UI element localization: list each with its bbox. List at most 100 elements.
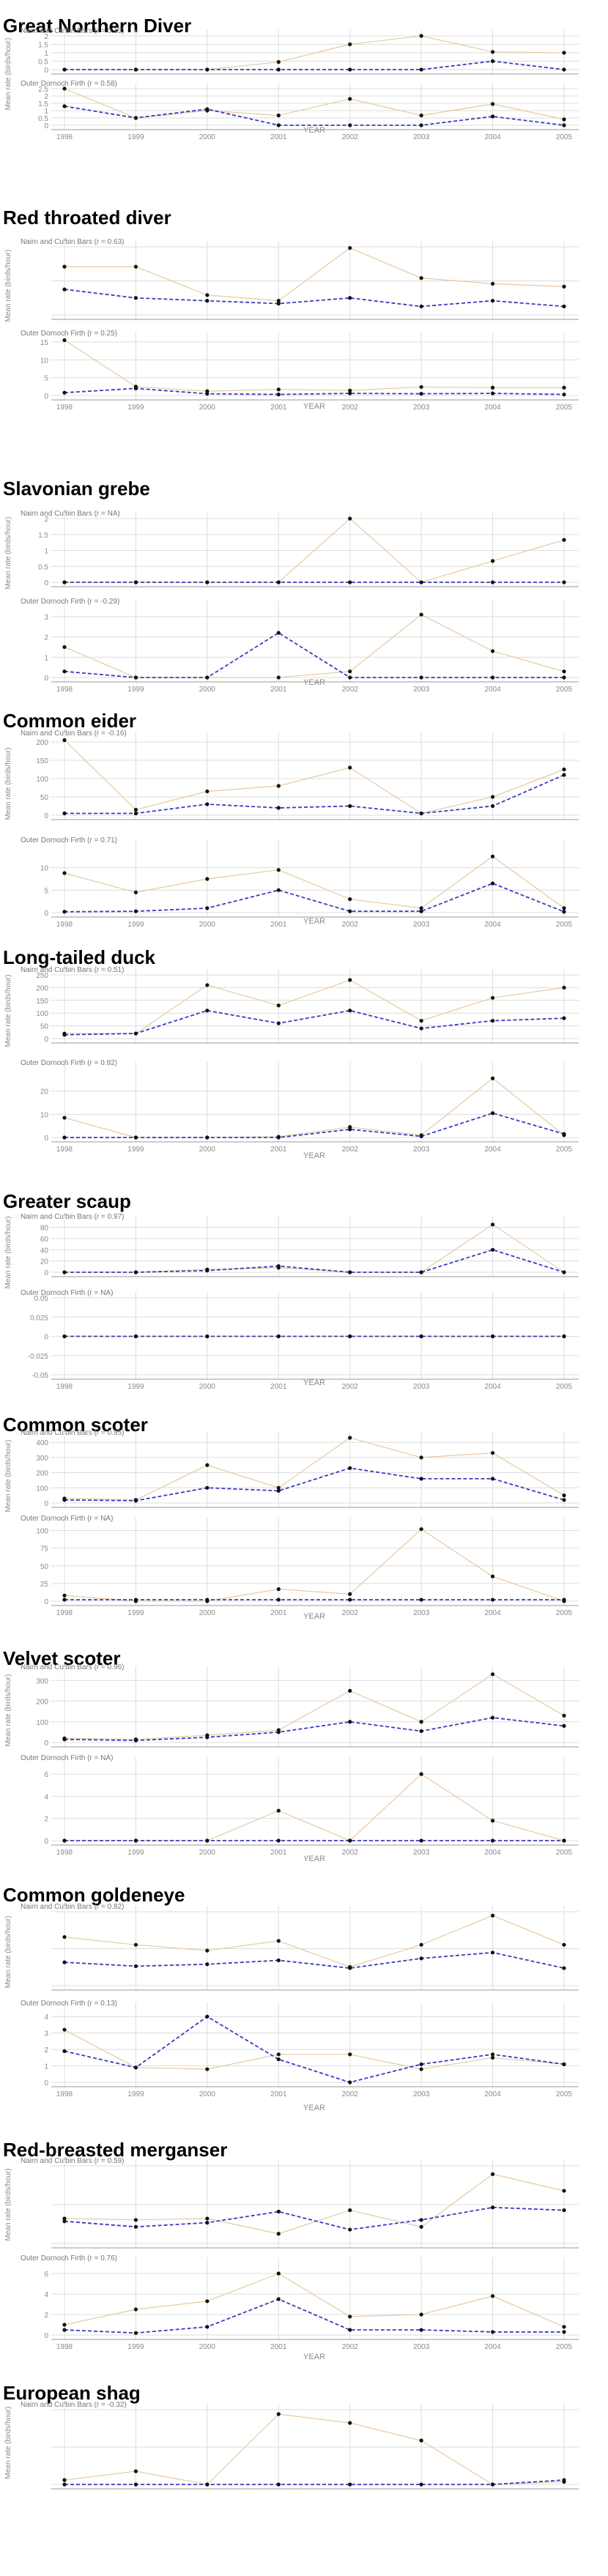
x-tick-label: 2005	[556, 2343, 573, 2351]
y-tick-label: 150	[36, 757, 48, 765]
data-point	[419, 1527, 423, 1532]
data-point	[348, 97, 352, 101]
data-point	[205, 1009, 210, 1013]
data-point	[276, 1488, 281, 1493]
panel-label: Nairn and Culbin Bars (r = 0.96)	[21, 1663, 124, 1671]
panel-label: Outer Dornoch Firth (r = 0.13)	[21, 2000, 117, 2008]
x-tick-label: 2001	[270, 2343, 287, 2351]
data-point	[133, 675, 138, 680]
data-point	[62, 1033, 67, 1037]
data-point	[562, 538, 566, 542]
y-tick-label: 3	[44, 614, 48, 622]
data-point	[205, 1597, 210, 1602]
data-point	[205, 299, 210, 303]
data-point	[562, 284, 566, 289]
data-point	[490, 649, 495, 653]
y-tick-label: 100	[36, 776, 48, 784]
x-tick-label: 2001	[270, 686, 287, 694]
data-point	[490, 559, 495, 563]
x-tick-label: 1998	[56, 133, 73, 141]
x-tick-label: 2002	[342, 133, 359, 141]
data-point	[419, 906, 423, 910]
data-point	[348, 909, 352, 913]
data-point	[205, 2014, 210, 2019]
data-point	[276, 1334, 281, 1339]
data-point	[276, 1135, 281, 1140]
panel-label: Nairn and Culbin Bars (r = 0.97)	[21, 1213, 124, 1221]
x-tick-label: 2002	[342, 2343, 359, 2351]
data-point	[348, 1592, 352, 1596]
data-point	[348, 978, 352, 982]
y-tick-label: 1	[44, 108, 48, 116]
data-point	[348, 2208, 352, 2213]
data-point	[348, 1270, 352, 1274]
data-point	[348, 803, 352, 809]
data-point	[348, 2227, 352, 2232]
data-point	[419, 304, 423, 308]
panel-label: Nairn and Culbin Bars (r = 0.95)	[21, 1429, 124, 1437]
data-point	[276, 2057, 281, 2062]
data-point	[419, 2218, 423, 2222]
data-point	[562, 1838, 566, 1843]
y-tick-label: 50	[40, 1563, 49, 1571]
series-line-solid	[64, 855, 565, 909]
y-tick-label: 4	[44, 2013, 48, 2022]
series-line-dashed	[64, 1112, 565, 1138]
y-tick-label: 1	[44, 2063, 48, 2071]
y-tick-label: 0	[44, 122, 48, 130]
y-tick-label: 0	[44, 910, 48, 918]
data-point	[490, 385, 495, 390]
y-tick-label: 2	[44, 516, 48, 524]
data-point	[419, 2067, 423, 2071]
y-tick-label: 100	[36, 1528, 48, 1536]
y-tick-label: 50	[40, 1023, 49, 1031]
x-axis-label: YEAR	[303, 1151, 325, 1160]
data-point	[133, 890, 138, 894]
data-point	[562, 1334, 566, 1339]
data-point	[133, 1942, 138, 1947]
data-point	[562, 2208, 566, 2213]
x-tick-label: 1999	[127, 1849, 144, 1857]
data-point	[133, 580, 138, 584]
y-tick-label: 75	[40, 1545, 49, 1554]
series-line-dashed	[64, 2206, 565, 2231]
series-line-dashed	[64, 883, 565, 913]
data-point	[348, 67, 352, 72]
data-point	[490, 1838, 495, 1843]
data-point	[133, 2331, 138, 2335]
y-tick-label: 25	[40, 1581, 49, 1589]
x-tick-label: 2005	[556, 686, 573, 694]
series-line-dashed	[64, 60, 565, 70]
data-point	[133, 2469, 138, 2473]
x-tick-label: 2000	[199, 404, 216, 412]
data-point	[205, 1962, 210, 1967]
x-tick-label: 2001	[270, 133, 287, 141]
series-line-dashed	[64, 2016, 565, 2083]
x-tick-label: 2003	[413, 921, 430, 929]
x-tick-label: 2004	[484, 404, 501, 412]
y-tick-label: 0	[44, 1740, 48, 1748]
data-point	[419, 34, 423, 38]
data-point	[276, 387, 281, 392]
data-point	[419, 580, 423, 584]
y-tick-label: 1	[44, 548, 48, 556]
x-tick-label: 2001	[270, 1146, 287, 1154]
y-axis-label: Mean rate (birds/hour)	[4, 975, 12, 1047]
data-point	[419, 276, 423, 281]
data-point	[205, 1485, 210, 1490]
x-tick-label: 1998	[56, 686, 73, 694]
data-point	[490, 2055, 495, 2060]
data-point	[276, 1838, 281, 1843]
data-point	[62, 1737, 67, 1742]
x-tick-label: 2000	[199, 1383, 216, 1391]
panel-label: Outer Dornoch Firth (r = NA)	[21, 1289, 113, 1297]
data-point	[62, 738, 67, 743]
data-point	[276, 301, 281, 306]
data-point	[205, 2482, 210, 2487]
data-point	[62, 1334, 67, 1339]
data-point	[490, 1715, 495, 1720]
data-point	[133, 1031, 138, 1036]
data-point	[276, 580, 281, 584]
x-tick-label: 2003	[413, 2090, 430, 2098]
data-point	[205, 2221, 210, 2225]
